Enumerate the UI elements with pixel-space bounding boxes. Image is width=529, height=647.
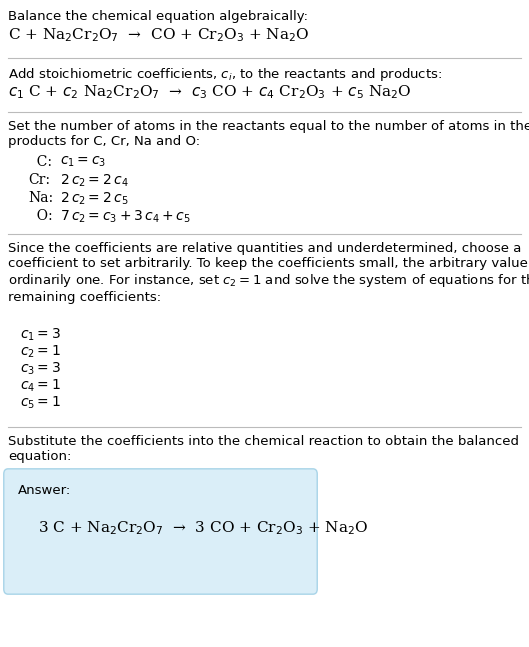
Text: O:: O:	[28, 209, 52, 223]
Text: Answer:: Answer:	[18, 484, 71, 497]
Text: 3 C + Na$_2$Cr$_2$O$_7$  →  3 CO + Cr$_2$O$_3$ + Na$_2$O: 3 C + Na$_2$Cr$_2$O$_7$ → 3 CO + Cr$_2$O…	[38, 519, 369, 537]
FancyBboxPatch shape	[4, 469, 317, 594]
Text: Na:: Na:	[28, 191, 53, 205]
Text: $c_3 = 3$: $c_3 = 3$	[20, 361, 61, 377]
Text: $2\,c_2 = 2\,c_5$: $2\,c_2 = 2\,c_5$	[60, 191, 129, 208]
Text: Set the number of atoms in the reactants equal to the number of atoms in the
pro: Set the number of atoms in the reactants…	[8, 120, 529, 148]
Text: $c_4 = 1$: $c_4 = 1$	[20, 378, 61, 395]
Text: $c_5 = 1$: $c_5 = 1$	[20, 395, 61, 411]
Text: Balance the chemical equation algebraically:: Balance the chemical equation algebraica…	[8, 10, 308, 23]
Text: C:: C:	[28, 155, 52, 169]
Text: $c_1 = c_3$: $c_1 = c_3$	[60, 155, 106, 170]
Text: C + Na$_2$Cr$_2$O$_7$  →  CO + Cr$_2$O$_3$ + Na$_2$O: C + Na$_2$Cr$_2$O$_7$ → CO + Cr$_2$O$_3$…	[8, 26, 309, 44]
Text: $c_1$ C + $c_2$ Na$_2$Cr$_2$O$_7$  →  $c_3$ CO + $c_4$ Cr$_2$O$_3$ + $c_5$ Na$_2: $c_1$ C + $c_2$ Na$_2$Cr$_2$O$_7$ → $c_3…	[8, 83, 412, 101]
Text: Substitute the coefficients into the chemical reaction to obtain the balanced
eq: Substitute the coefficients into the che…	[8, 435, 519, 463]
Text: $c_2 = 1$: $c_2 = 1$	[20, 344, 61, 360]
Text: Cr:: Cr:	[28, 173, 50, 187]
Text: $c_1 = 3$: $c_1 = 3$	[20, 327, 61, 344]
Text: $7\,c_2 = c_3 + 3\,c_4 + c_5$: $7\,c_2 = c_3 + 3\,c_4 + c_5$	[60, 209, 191, 225]
Text: $2\,c_2 = 2\,c_4$: $2\,c_2 = 2\,c_4$	[60, 173, 129, 190]
Text: Add stoichiometric coefficients, $c_i$, to the reactants and products:: Add stoichiometric coefficients, $c_i$, …	[8, 66, 442, 83]
Text: Since the coefficients are relative quantities and underdetermined, choose a
coe: Since the coefficients are relative quan…	[8, 242, 529, 304]
